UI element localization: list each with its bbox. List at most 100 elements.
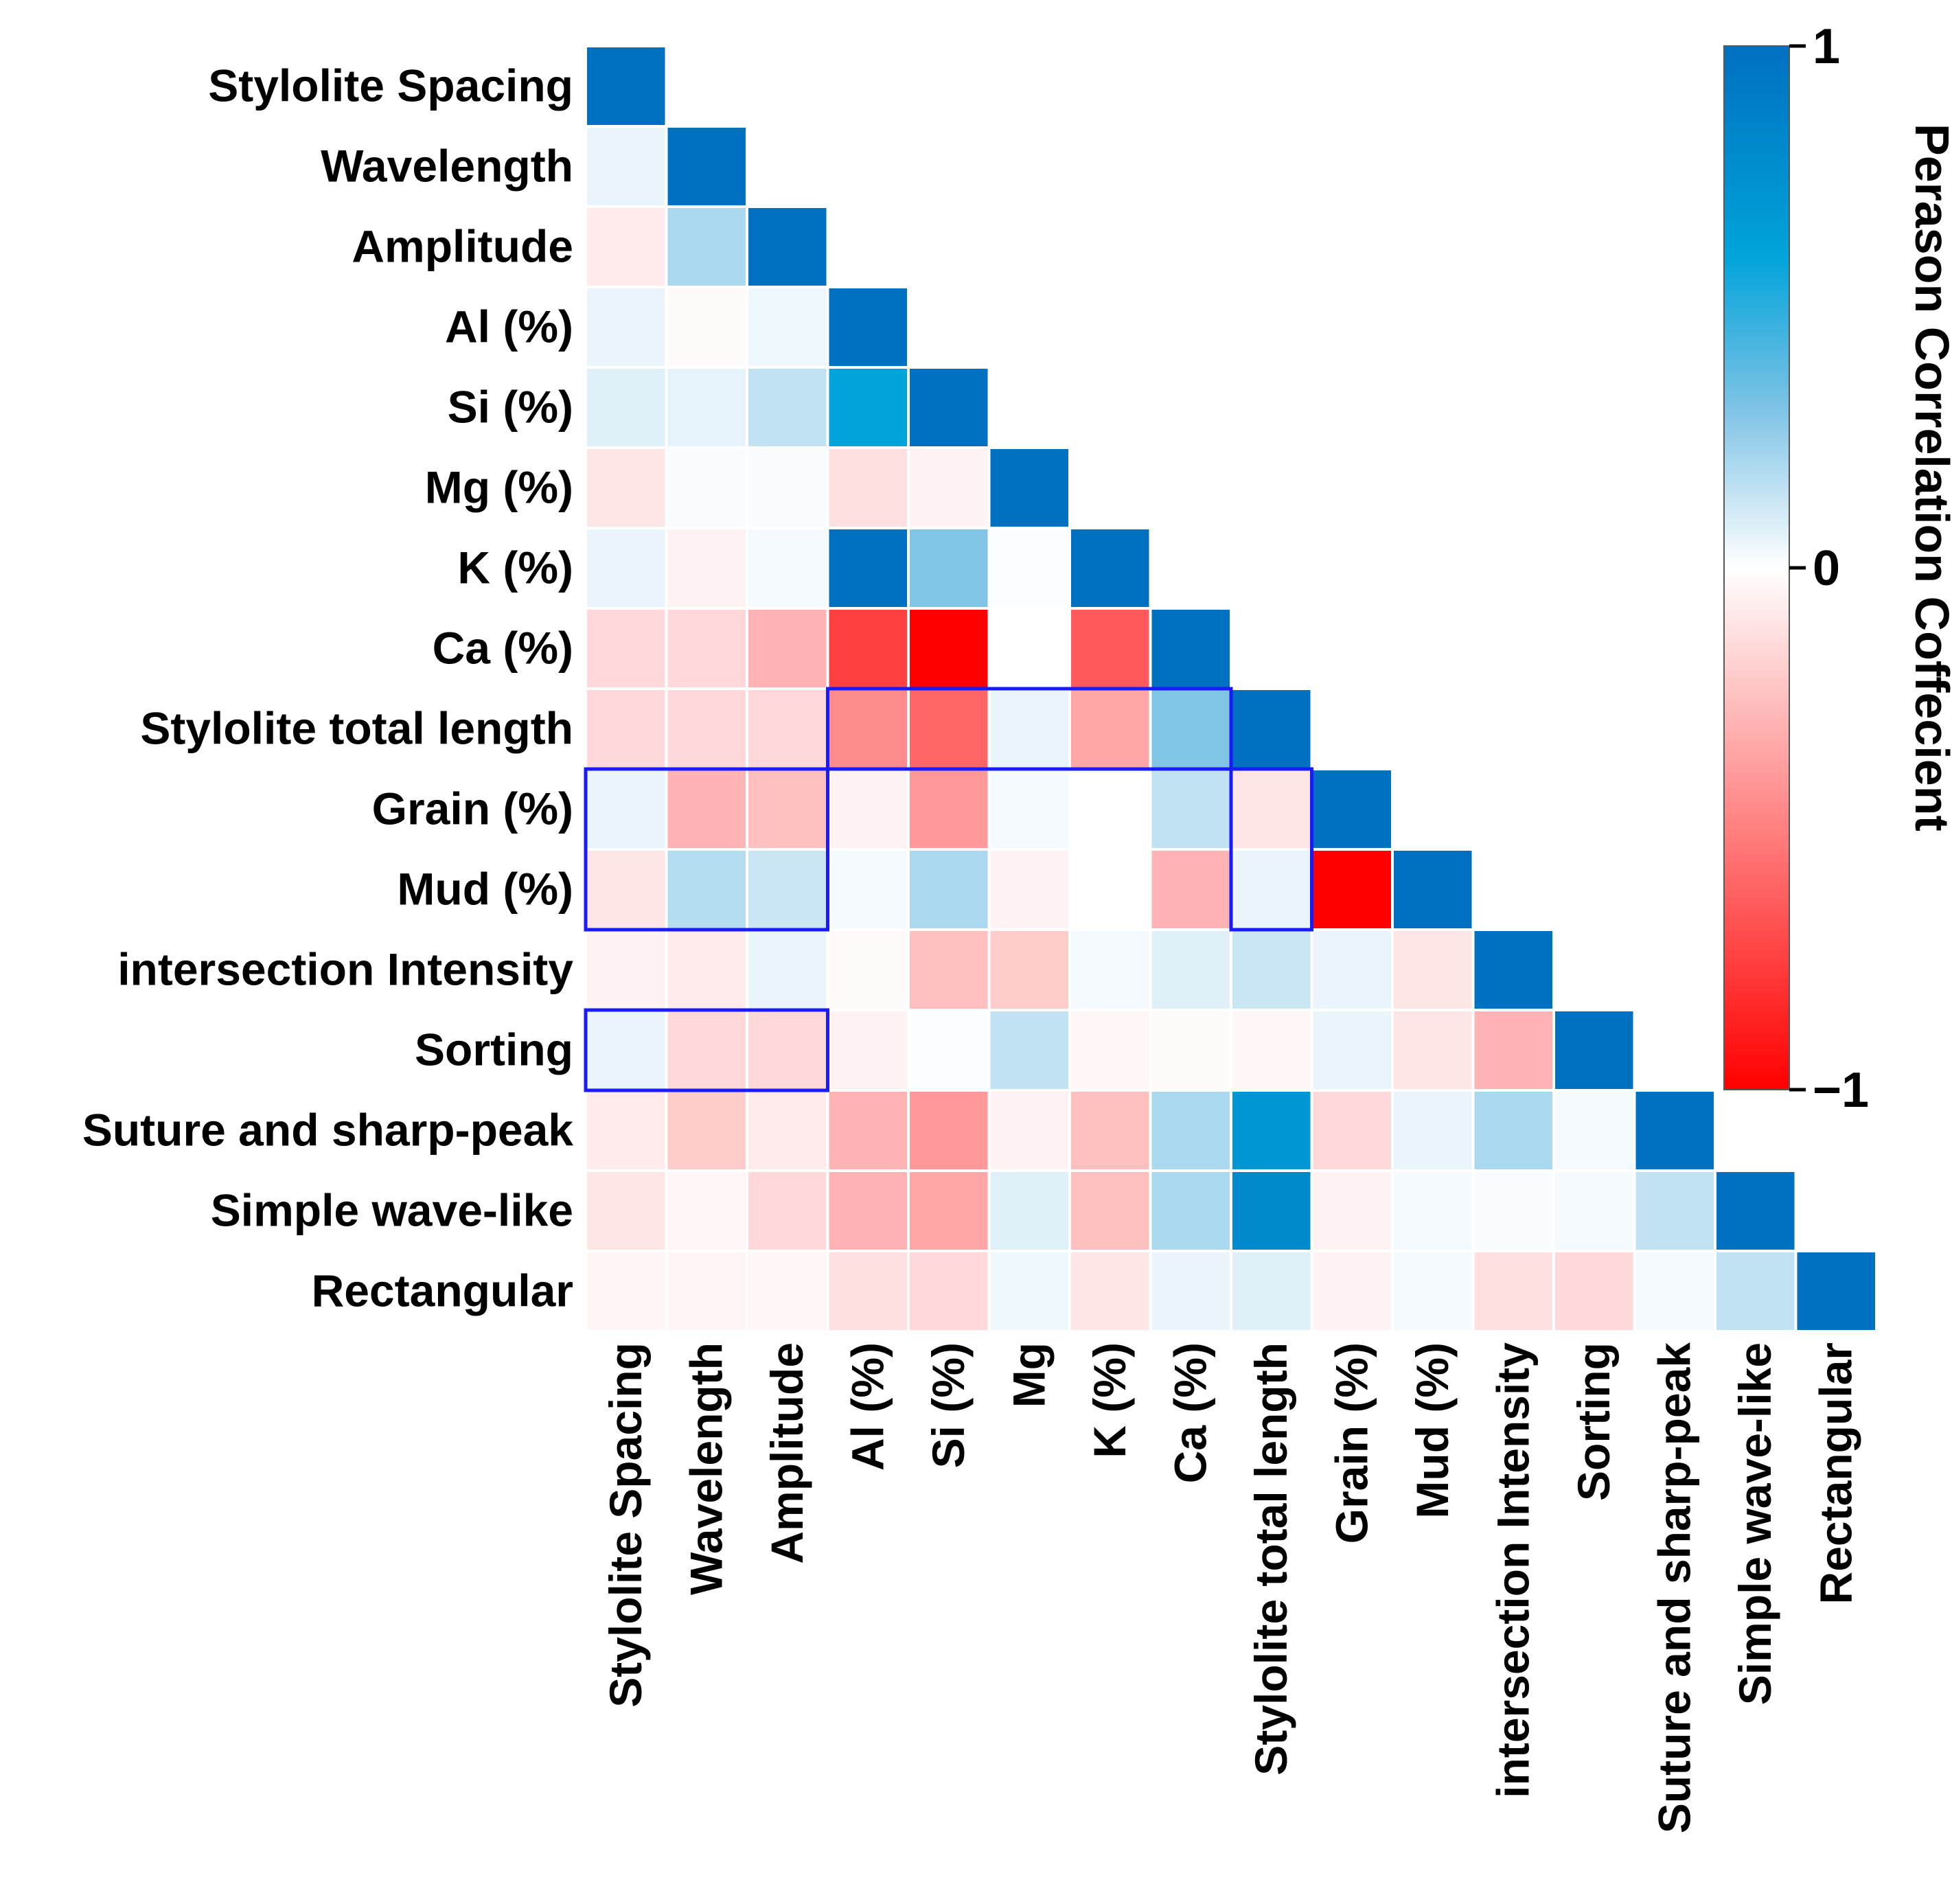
heatmap-cell bbox=[746, 1009, 829, 1092]
row-label: Mg (%) bbox=[425, 462, 573, 513]
heatmap-cell bbox=[1068, 527, 1152, 610]
heatmap-cell bbox=[665, 205, 748, 288]
heatmap-cell bbox=[987, 446, 1071, 529]
heatmap-cell bbox=[1149, 768, 1232, 851]
heatmap-cell bbox=[826, 1250, 910, 1333]
column-label: Amplitude bbox=[761, 1342, 812, 1564]
heatmap-cell bbox=[987, 1089, 1071, 1172]
heatmap-cell bbox=[1794, 1250, 1878, 1333]
heatmap-cell bbox=[665, 366, 748, 449]
row-label: Stylolite total length bbox=[140, 703, 573, 754]
row-label: Sorting bbox=[415, 1024, 573, 1075]
heatmap-cell bbox=[1310, 928, 1394, 1011]
heatmap-cell bbox=[665, 687, 748, 770]
heatmap-cell bbox=[746, 527, 829, 610]
heatmap-cell bbox=[1230, 687, 1313, 770]
colorbar-tick-label: 0 bbox=[1813, 541, 1840, 596]
heatmap-cell bbox=[1633, 1089, 1716, 1172]
heatmap-cell bbox=[665, 1169, 748, 1252]
heatmap-cell bbox=[746, 446, 829, 529]
heatmap-cell bbox=[746, 687, 829, 770]
heatmap-cell bbox=[1471, 928, 1555, 1011]
heatmap-cell bbox=[665, 125, 748, 208]
heatmap-cell bbox=[746, 1089, 829, 1172]
heatmap-cell bbox=[987, 928, 1071, 1011]
heatmap-cell bbox=[1310, 1169, 1394, 1252]
row-label: Rectangular bbox=[312, 1265, 573, 1316]
heatmap-cell bbox=[907, 1169, 991, 1252]
heatmap-cell bbox=[1149, 928, 1232, 1011]
highlight-box bbox=[1229, 767, 1313, 932]
column-label: Wavelength bbox=[680, 1342, 731, 1595]
heatmap-cell bbox=[907, 1250, 991, 1333]
heatmap-cell bbox=[1149, 1009, 1232, 1092]
heatmap-cell bbox=[1552, 1250, 1636, 1333]
row-label: Suture and sharp-peak bbox=[82, 1105, 573, 1156]
heatmap-cell bbox=[665, 1250, 748, 1333]
heatmap-cell bbox=[584, 125, 668, 208]
column-label: Ca (%) bbox=[1164, 1342, 1215, 1483]
heatmap-cell bbox=[826, 1009, 910, 1092]
column-label: Simple wave-like bbox=[1730, 1342, 1780, 1705]
heatmap-cell bbox=[1230, 928, 1313, 1011]
heatmap-cell bbox=[1068, 1169, 1152, 1252]
heatmap-cell bbox=[907, 1089, 991, 1172]
heatmap-cell bbox=[1471, 1089, 1555, 1172]
heatmap-cell bbox=[826, 928, 910, 1011]
heatmap-cell bbox=[584, 1169, 668, 1252]
heatmap-cell bbox=[1552, 1169, 1636, 1252]
heatmap-cell bbox=[907, 527, 991, 610]
heatmap-cell bbox=[665, 1009, 748, 1092]
heatmap-cell bbox=[1310, 1009, 1394, 1092]
colorbar-label: Perason Correlation Coffecient bbox=[1905, 124, 1952, 831]
highlight-boxes bbox=[584, 687, 1313, 1092]
heatmap-cell bbox=[584, 928, 668, 1011]
colorbar-gradient bbox=[1723, 45, 1790, 1090]
heatmap-cell bbox=[584, 1009, 668, 1092]
highlight-box bbox=[584, 1008, 829, 1092]
heatmap-cell bbox=[907, 928, 991, 1011]
heatmap-cell bbox=[1068, 1009, 1152, 1092]
heatmap-cell bbox=[1391, 1250, 1475, 1333]
row-label: Si (%) bbox=[448, 382, 573, 433]
row-label: intersection Intensity bbox=[117, 944, 573, 995]
heatmap-cell bbox=[1552, 1009, 1636, 1092]
heatmap-cell bbox=[665, 768, 748, 851]
heatmap-cell bbox=[987, 1169, 1071, 1252]
heatmap-cell bbox=[746, 286, 829, 369]
row-label: Al (%) bbox=[445, 301, 573, 352]
column-label: intersection Intensity bbox=[1487, 1342, 1538, 1798]
heatmap-cell bbox=[1068, 768, 1152, 851]
heatmap-cell bbox=[1471, 1009, 1555, 1092]
column-labels: Stylolite Spacing Wavelength Amplitude Al (… bbox=[600, 1342, 1861, 1833]
row-label: Grain (%) bbox=[372, 783, 573, 834]
heatmap-cell bbox=[826, 366, 910, 449]
heatmap-cell bbox=[746, 366, 829, 449]
highlight-box bbox=[826, 687, 1233, 771]
heatmap-cell bbox=[1230, 768, 1313, 851]
heatmap-cell bbox=[746, 1169, 829, 1252]
row-label: Amplitude bbox=[352, 221, 573, 272]
column-label: Stylolite Spacing bbox=[600, 1342, 651, 1708]
heatmap-cell bbox=[1633, 1169, 1716, 1252]
heatmap-cell bbox=[1633, 1250, 1716, 1333]
heatmap-cell bbox=[1552, 1089, 1636, 1172]
heatmap-cell bbox=[1310, 1250, 1394, 1333]
heatmap-cell bbox=[907, 446, 991, 529]
column-label: Mud (%) bbox=[1407, 1342, 1458, 1519]
heatmap-cell bbox=[907, 848, 991, 931]
heatmap-cell bbox=[1149, 687, 1232, 770]
heatmap-cell bbox=[1068, 607, 1152, 690]
heatmap-cell bbox=[665, 1089, 748, 1172]
heatmap-cell bbox=[1391, 848, 1475, 931]
heatmap-cell bbox=[746, 607, 829, 690]
heatmap-cell bbox=[665, 446, 748, 529]
heatmap-cell bbox=[907, 607, 991, 690]
heatmap-cell bbox=[1230, 1009, 1313, 1092]
heatmap-cell bbox=[987, 1250, 1071, 1333]
row-label: K (%) bbox=[457, 542, 573, 593]
heatmap-cell bbox=[1391, 1089, 1475, 1172]
heatmap-cell bbox=[987, 687, 1071, 770]
heatmap-cell bbox=[826, 1169, 910, 1252]
heatmap-cell bbox=[826, 768, 910, 851]
